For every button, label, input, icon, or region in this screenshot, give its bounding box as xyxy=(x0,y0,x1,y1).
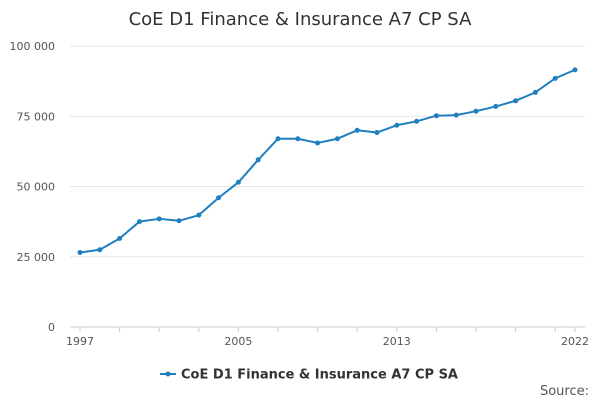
data-point xyxy=(473,108,479,114)
x-axis-tick-labels: 1997 2005 2013 2022 xyxy=(66,335,589,348)
series-layer xyxy=(77,67,578,256)
y-axis-tick-labels: 0 25 000 50 000 75 000 100 000 xyxy=(10,40,56,334)
data-point xyxy=(493,103,499,109)
data-point xyxy=(394,122,400,128)
data-point xyxy=(156,216,162,222)
series-line xyxy=(79,68,576,254)
y-tick-label: 100 000 xyxy=(10,40,56,53)
data-point xyxy=(334,136,340,142)
data-point xyxy=(235,179,241,185)
x-tick-label: 1997 xyxy=(66,335,94,348)
data-point xyxy=(77,250,83,256)
data-point xyxy=(196,212,202,218)
data-point xyxy=(275,136,281,142)
gridlines xyxy=(70,45,585,258)
chart-title: CoE D1 Finance & Insurance A7 CP SA xyxy=(129,9,472,30)
data-point xyxy=(414,118,420,124)
x-tick-label: 2022 xyxy=(561,335,589,348)
data-point xyxy=(532,89,538,95)
data-point xyxy=(513,98,519,104)
data-point xyxy=(295,136,301,142)
data-point xyxy=(354,127,360,133)
data-point xyxy=(117,235,123,241)
x-tick-label: 2005 xyxy=(224,335,252,348)
data-point xyxy=(433,113,439,119)
y-tick-label: 0 xyxy=(48,321,55,334)
data-point xyxy=(572,67,578,73)
x-tick-label: 2013 xyxy=(383,335,411,348)
data-point xyxy=(255,157,261,163)
data-point xyxy=(453,112,459,118)
legend-label: CoE D1 Finance & Insurance A7 CP SA xyxy=(181,368,458,383)
legend[interactable]: CoE D1 Finance & Insurance A7 CP SA xyxy=(160,368,458,383)
y-tick-label: 50 000 xyxy=(17,181,56,194)
y-tick-label: 75 000 xyxy=(17,110,56,123)
data-point xyxy=(97,247,103,253)
axes xyxy=(70,326,585,332)
legend-marker xyxy=(165,371,171,377)
y-tick-label: 25 000 xyxy=(17,251,56,264)
data-point xyxy=(374,130,380,136)
data-point xyxy=(216,195,222,201)
data-point xyxy=(315,140,321,146)
data-point xyxy=(552,75,558,81)
source-label: Source: xyxy=(540,384,589,399)
data-point xyxy=(136,219,142,225)
data-point xyxy=(176,218,182,224)
